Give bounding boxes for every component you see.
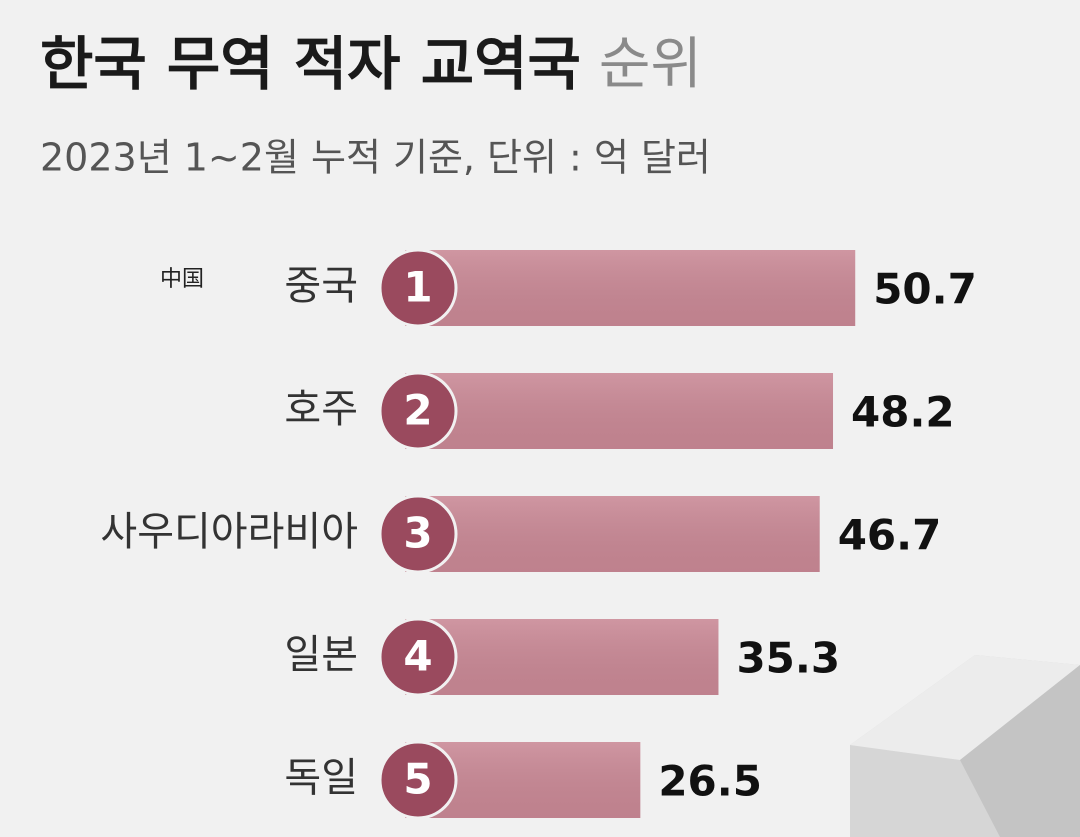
rank-label: 1 — [403, 263, 432, 312]
rank-label: 5 — [403, 755, 432, 804]
rank-label: 3 — [403, 509, 432, 558]
category-label: 일본 — [284, 632, 358, 678]
rank-badge — [378, 740, 458, 820]
rank-badge — [378, 494, 458, 574]
chart-subtitle: 2023년 1~2월 누적 기준, 단위 : 억 달러 — [40, 136, 711, 180]
chart-title-suffix: 순위 — [599, 32, 702, 97]
rank-badge — [378, 617, 458, 697]
category-label: 중국 — [284, 263, 358, 309]
value-label: 48.2 — [851, 388, 955, 437]
value-label: 26.5 — [658, 757, 762, 806]
rank-label: 2 — [403, 386, 432, 435]
value-label: 50.7 — [873, 265, 977, 314]
category-label: 호주 — [284, 386, 358, 432]
rank-badge — [378, 371, 458, 451]
value-label: 35.3 — [736, 634, 840, 683]
bar-shade — [405, 250, 856, 326]
category-label: 사우디아라비아 — [100, 509, 358, 555]
category-label: 독일 — [284, 755, 358, 801]
value-label: 46.7 — [838, 511, 942, 560]
annotation: 中国 — [160, 267, 204, 292]
bar-shade — [405, 373, 834, 449]
chart-title: 한국 무역 적자 교역국 — [40, 30, 581, 98]
rank-label: 4 — [403, 632, 432, 681]
container-illustration — [850, 655, 1080, 837]
bar-shade — [405, 496, 820, 572]
rank-badge — [378, 248, 458, 328]
